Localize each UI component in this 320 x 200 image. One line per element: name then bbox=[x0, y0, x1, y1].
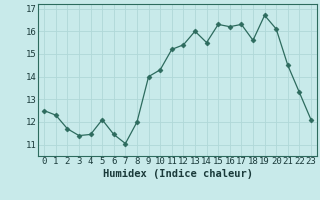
X-axis label: Humidex (Indice chaleur): Humidex (Indice chaleur) bbox=[103, 169, 252, 179]
